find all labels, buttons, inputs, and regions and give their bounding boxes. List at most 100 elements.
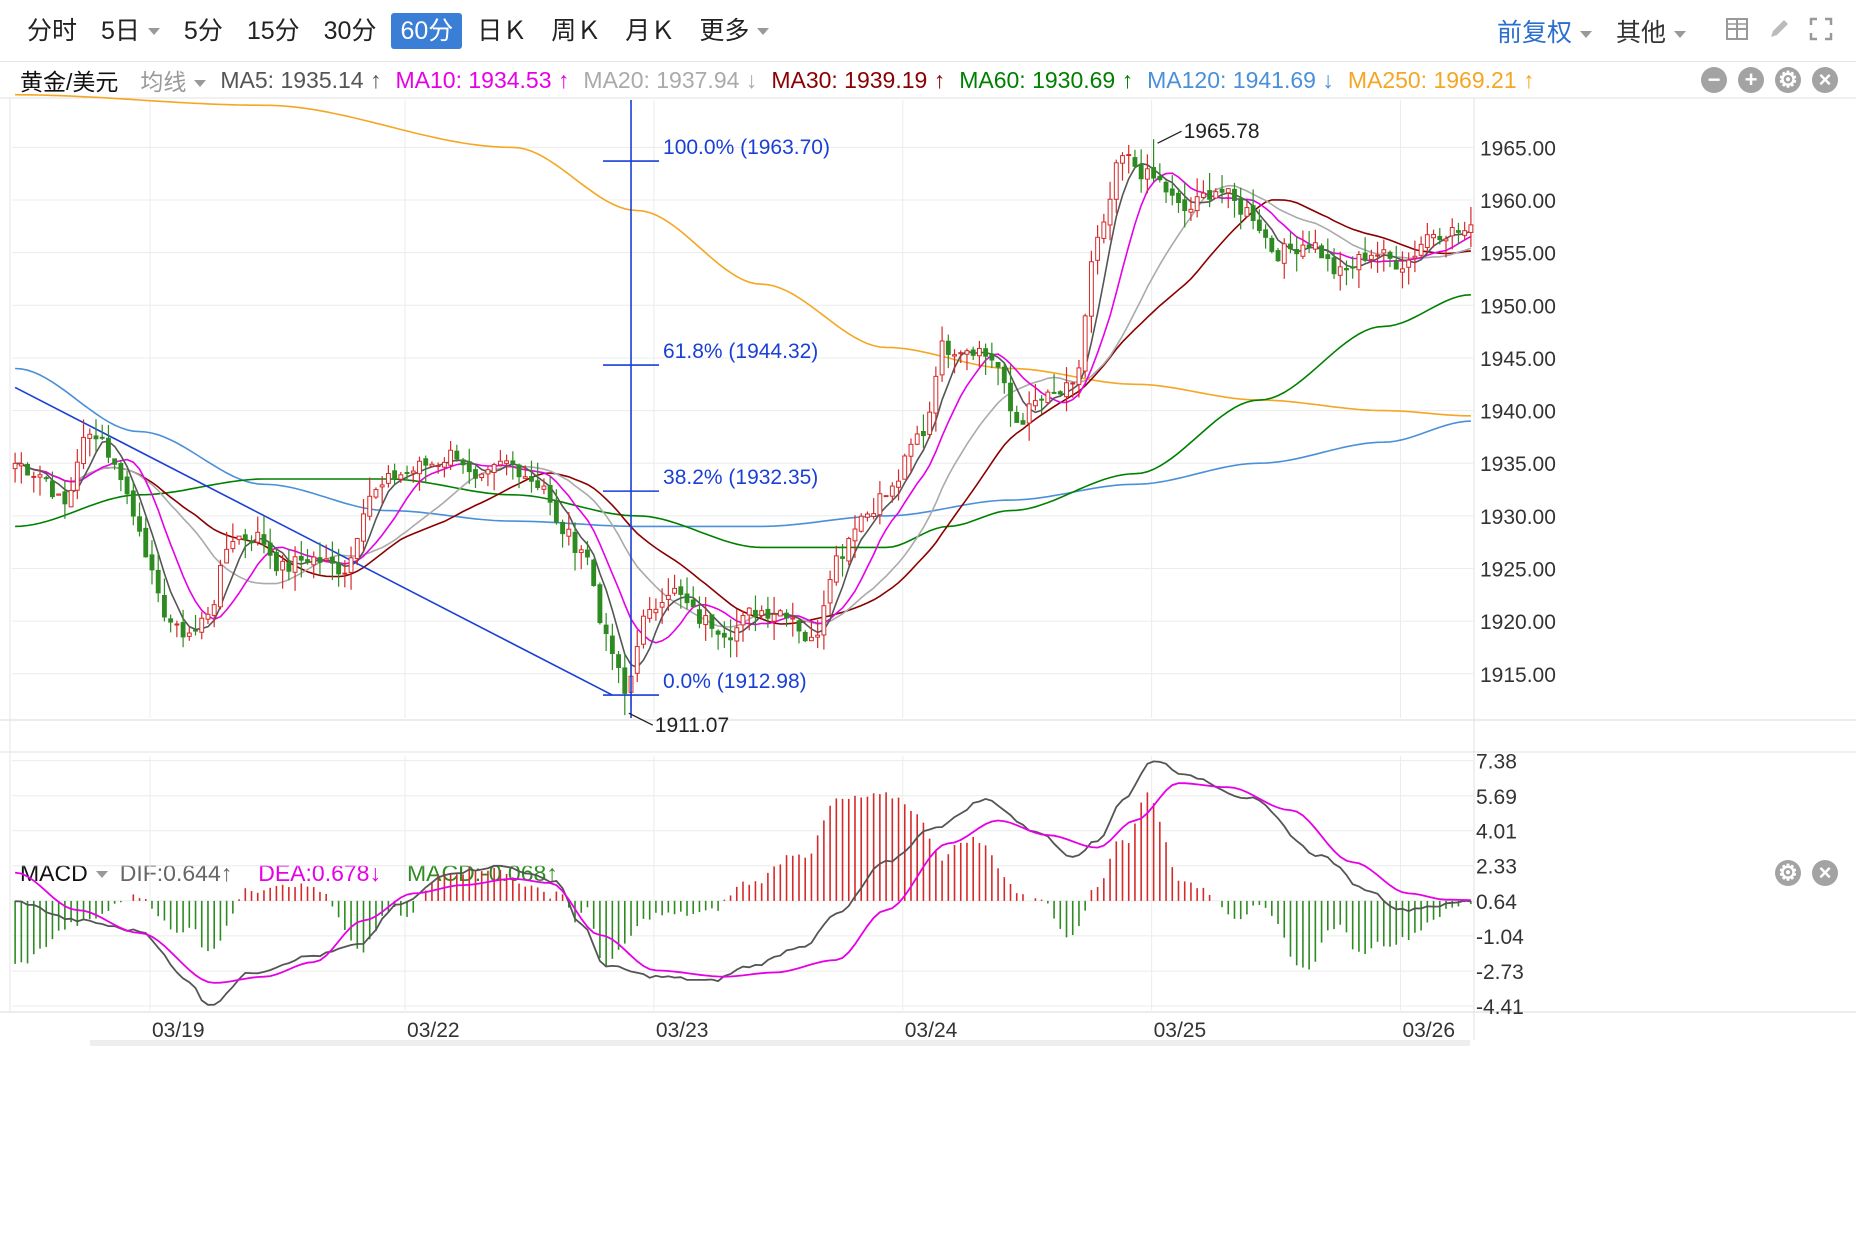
ma60-line [15, 294, 1471, 549]
x-tick-label: 03/19 [152, 1019, 205, 1042]
candle-body [149, 554, 155, 571]
candle-body [1082, 315, 1088, 372]
candle-body [174, 623, 180, 626]
pen-icon[interactable] [1764, 16, 1794, 46]
candle-body [709, 614, 715, 629]
candle-body [1319, 245, 1325, 259]
candle-body [1312, 242, 1318, 250]
candle-body [1020, 420, 1026, 425]
ma30-line [15, 199, 1471, 625]
ma-value: MA30: 1939.19 ↑ [771, 66, 946, 93]
settings-icon[interactable]: ⚙ [1775, 67, 1801, 93]
grid-icon[interactable] [1722, 16, 1752, 46]
candle-body [429, 463, 435, 467]
chevron-down-icon [95, 870, 108, 878]
candle-body [242, 534, 248, 541]
candle-body [236, 535, 242, 541]
candle-body [1393, 260, 1399, 270]
tab-period[interactable]: 5分 [175, 13, 232, 49]
candle-body [1250, 205, 1256, 222]
candle-body [1350, 266, 1356, 269]
candle-body [1107, 198, 1113, 226]
tab-period[interactable]: 日Ｋ [468, 13, 536, 49]
candle-body [516, 464, 522, 478]
candle-body [354, 538, 360, 560]
toolbar-right: 前复权 其他 [1497, 0, 1836, 62]
other-label: 其他 [1615, 19, 1666, 47]
candle-body [1232, 188, 1237, 201]
candle-body [18, 463, 24, 467]
tab-period[interactable]: 月Ｋ [616, 13, 684, 49]
candle-body [1207, 190, 1213, 200]
candle-body [466, 461, 472, 473]
tab-period[interactable]: 周Ｋ [542, 13, 610, 49]
period-toolbar: 分时 5日 5分 15分 30分 60分 日Ｋ 周Ｋ 月Ｋ 更多 前复权 其他 [0, 0, 1856, 62]
candle-body [659, 602, 665, 608]
candle-body [87, 433, 93, 439]
candle-body [1368, 254, 1374, 260]
other-dropdown[interactable]: 其他 [1616, 13, 1686, 49]
close-icon[interactable]: × [1812, 67, 1838, 93]
candle-body [790, 617, 796, 620]
candle-body [106, 437, 111, 458]
candle-body [522, 476, 528, 479]
macd-indicator-dropdown[interactable]: MACD [20, 860, 108, 887]
chevron-down-icon [1674, 30, 1686, 38]
candle-body [143, 527, 149, 558]
y-tick-label: 1965.00 [1480, 137, 1556, 160]
minus-icon[interactable]: − [1701, 67, 1727, 93]
candle-body [1406, 259, 1412, 268]
ma-type-dropdown[interactable]: 均线 [140, 63, 207, 97]
candle-body [585, 549, 590, 558]
candle-body [1375, 254, 1380, 257]
chevron-down-icon [1579, 30, 1592, 38]
settings-icon[interactable]: ⚙ [1775, 860, 1801, 886]
x-tick-label: 03/22 [407, 1019, 460, 1042]
candle-body [404, 471, 410, 474]
ma-value: MA120: 1941.69 ↓ [1147, 66, 1334, 93]
candle-body [970, 349, 976, 356]
tab-label: 60分 [400, 16, 454, 45]
macd-name: MACD [20, 859, 88, 886]
candle-body [1194, 196, 1200, 212]
candle-body [454, 450, 460, 460]
x-tick-label: 03/24 [905, 1019, 958, 1042]
ma20-line [15, 184, 1472, 628]
plus-icon[interactable]: + [1738, 67, 1764, 93]
candle-body [1188, 208, 1194, 213]
close-icon[interactable]: × [1812, 860, 1838, 886]
candle-body [1263, 229, 1269, 238]
tab-period[interactable]: 5日 [92, 13, 169, 49]
candle-body [1381, 249, 1387, 254]
candle-body [124, 476, 130, 495]
fullscreen-icon[interactable] [1806, 16, 1836, 46]
tab-period[interactable]: 60分 [391, 12, 463, 49]
tab-period[interactable]: 更多 [690, 13, 778, 49]
adjust-dropdown[interactable]: 前复权 [1497, 13, 1592, 49]
candle-body [684, 593, 690, 604]
candle-body [958, 352, 964, 355]
candle-body [871, 513, 877, 517]
ma5-line [15, 162, 1472, 669]
candle-body [603, 624, 609, 635]
candle-body [361, 513, 366, 542]
candle-body [535, 480, 541, 489]
tab-period[interactable]: 分时 [18, 13, 86, 49]
candle-body [1294, 248, 1300, 255]
candle-body [280, 560, 286, 571]
candle-body [1356, 254, 1362, 271]
y-tick-label: 1930.00 [1480, 506, 1556, 529]
candle-body [840, 556, 845, 559]
candle-body [37, 474, 43, 478]
candle-body [1169, 188, 1175, 196]
tab-period[interactable]: 30分 [315, 13, 386, 49]
candle-body [118, 462, 124, 481]
scrollbar-track [90, 1040, 1470, 1046]
chevron-down-icon [194, 80, 207, 88]
candle-body [759, 610, 765, 616]
tab-period[interactable]: 15分 [238, 13, 309, 49]
candle-body [379, 484, 385, 488]
candle-body [715, 630, 721, 635]
candle-body [491, 464, 497, 474]
